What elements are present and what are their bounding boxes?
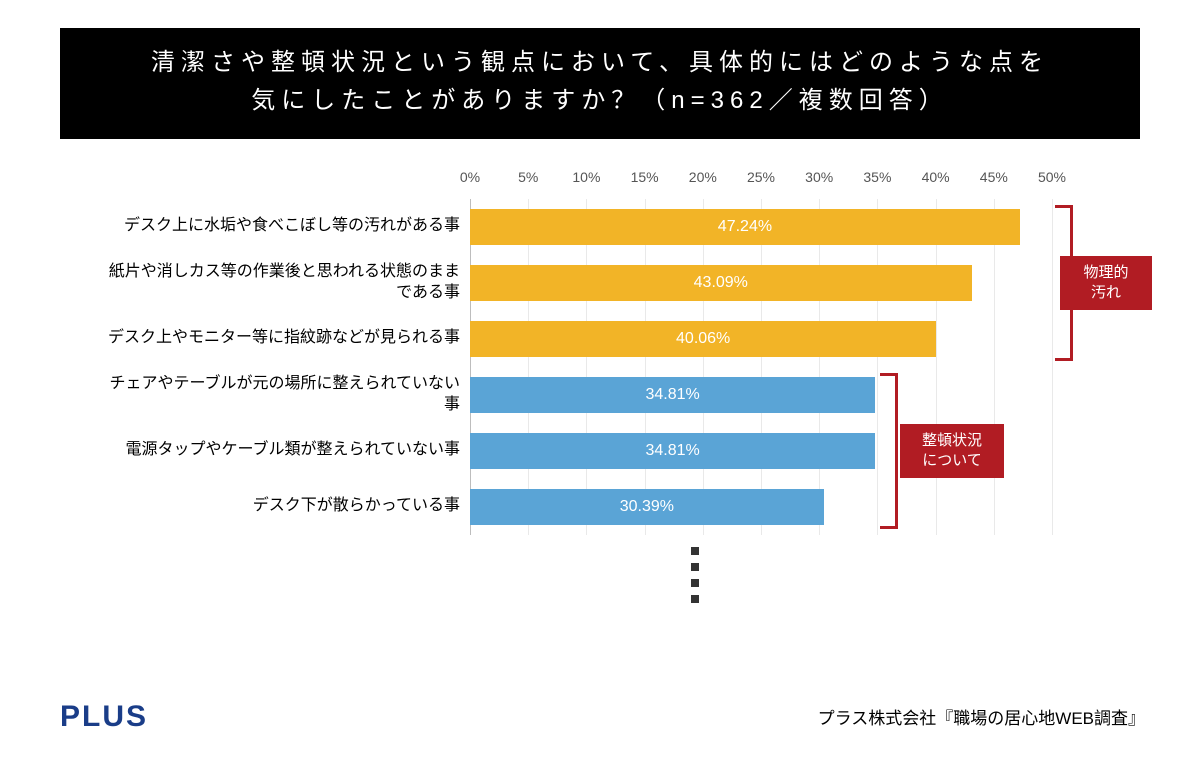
bar-row: デスク上やモニター等に指紋跡などが見られる事 40.06% — [100, 311, 1160, 367]
chart: 0% 5% 10% 15% 20% 25% 30% 35% 40% 45% 50% デスク上に水垢や… — [100, 169, 1160, 535]
grid-line — [936, 479, 937, 535]
grid-line — [994, 479, 995, 535]
plot-area: 43.09% — [470, 255, 1052, 311]
x-axis-tick: 10% — [572, 169, 600, 185]
annotation-box: 物理的汚れ — [1060, 256, 1152, 310]
grid-line — [994, 311, 995, 367]
bar: 43.09% — [470, 265, 972, 301]
ellipsis-dot — [691, 547, 699, 555]
grid-line — [1052, 311, 1053, 367]
bar-value-label: 30.39% — [620, 498, 674, 516]
grid-line — [1052, 255, 1053, 311]
annotation-box: 整頓状況について — [900, 424, 1004, 478]
grid-line — [1052, 479, 1053, 535]
bar: 34.81% — [470, 377, 875, 413]
x-axis-tick: 20% — [689, 169, 717, 185]
ellipsis-dot — [691, 595, 699, 603]
grid-line — [994, 367, 995, 423]
bar-value-label: 34.81% — [645, 442, 699, 460]
x-axis-tick: 50% — [1038, 169, 1066, 185]
x-axis-tick: 0% — [460, 169, 480, 185]
group-bracket — [880, 373, 898, 529]
plot-area: 30.39% — [470, 479, 1052, 535]
bar-row: デスク上に水垢や食べこぼし等の汚れがある事 47.24% — [100, 199, 1160, 255]
bar-value-label: 43.09% — [694, 274, 748, 292]
plot-area: 34.81% — [470, 367, 1052, 423]
grid-line — [1052, 423, 1053, 479]
category-label: チェアやテーブルが元の場所に整えられていない事 — [100, 374, 470, 416]
bar-row: チェアやテーブルが元の場所に整えられていない事 34.81% — [100, 367, 1160, 423]
x-axis-tick: 35% — [863, 169, 891, 185]
grid-line — [877, 479, 878, 535]
category-label: 紙片や消しカス等の作業後と思われる状態のままである事 — [100, 262, 470, 304]
bar-value-label: 34.81% — [645, 386, 699, 404]
plot-area: 40.06% — [470, 311, 1052, 367]
logo: PLUS — [60, 700, 148, 734]
title-line-1: 清潔さや整頓状況という観点において、具体的にはどのような点を — [90, 44, 1110, 82]
bar: 40.06% — [470, 321, 936, 357]
x-axis-tick: 25% — [747, 169, 775, 185]
bar: 47.24% — [470, 209, 1020, 245]
x-axis-tick: 30% — [805, 169, 833, 185]
grid-line — [877, 423, 878, 479]
title-line-2: 気にしたことがありますか？（n=362／複数回答） — [90, 82, 1110, 120]
page: 清潔さや整頓状況という観点において、具体的にはどのような点を 気にしたことがあり… — [0, 0, 1200, 774]
bars-container: デスク上に水垢や食べこぼし等の汚れがある事 47.24% 紙片や消しカス等の作業後と… — [100, 199, 1160, 535]
chart-title-bar: 清潔さや整頓状況という観点において、具体的にはどのような点を 気にしたことがあり… — [60, 28, 1140, 139]
source-text: プラス株式会社『職場の居心地WEB調査』 — [818, 704, 1145, 729]
ellipsis-dot — [691, 579, 699, 587]
bar: 30.39% — [470, 489, 824, 525]
x-axis-tick: 15% — [631, 169, 659, 185]
category-label: デスク下が散らかっている事 — [100, 496, 470, 517]
bar-row: 紙片や消しカス等の作業後と思われる状態のままである事 43.09% — [100, 255, 1160, 311]
category-label: 電源タップやケーブル類が整えられていない事 — [100, 440, 470, 461]
bar-row: デスク下が散らかっている事 30.39% — [100, 479, 1160, 535]
bar: 34.81% — [470, 433, 875, 469]
x-axis-tick: 45% — [980, 169, 1008, 185]
x-axis: 0%5%10%15%20%25%30%35%40%45%50% — [470, 169, 1052, 191]
plot-area: 47.24% — [470, 199, 1052, 255]
category-label: デスク上に水垢や食べこぼし等の汚れがある事 — [100, 216, 470, 237]
grid-line — [936, 367, 937, 423]
bar-value-label: 40.06% — [676, 330, 730, 348]
x-axis-tick: 5% — [518, 169, 538, 185]
x-axis-tick: 40% — [922, 169, 950, 185]
grid-line — [877, 367, 878, 423]
category-label: デスク上やモニター等に指紋跡などが見られる事 — [100, 328, 470, 349]
grid-line — [1052, 367, 1053, 423]
ellipsis-dot — [691, 563, 699, 571]
grid-line — [1052, 199, 1053, 255]
grid-line — [994, 255, 995, 311]
ellipsis-icon — [691, 547, 699, 603]
bar-value-label: 47.24% — [718, 218, 772, 236]
